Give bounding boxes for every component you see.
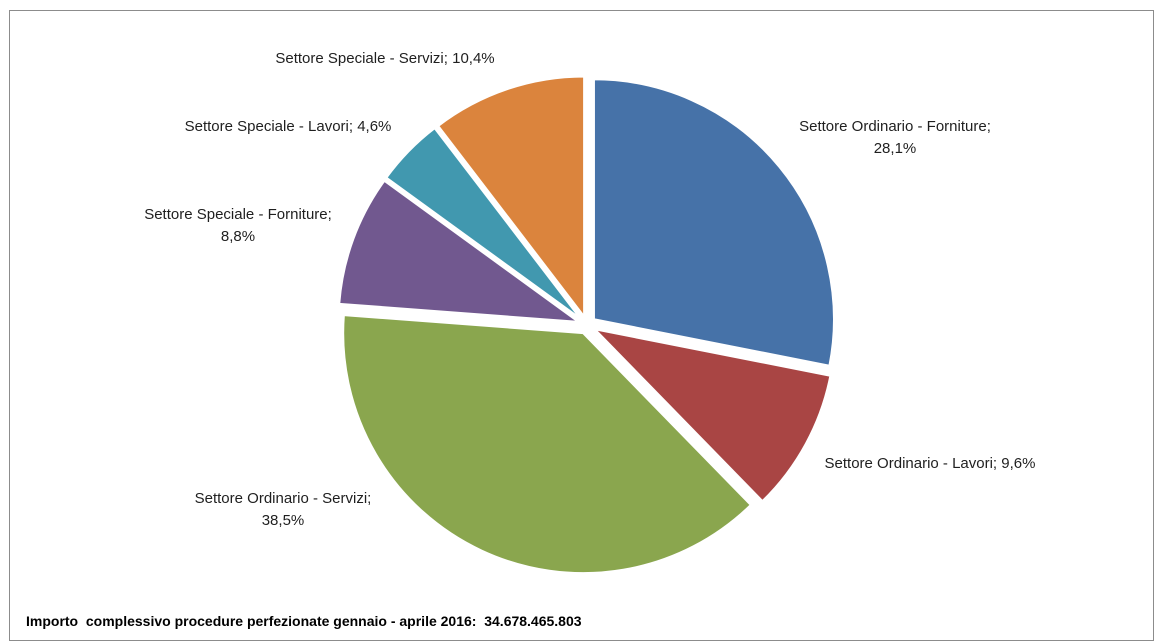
slice-label-5: Settore Speciale - Lavori; 4,6% <box>185 118 392 135</box>
total-amount-note: Importo complessivo procedure perfeziona… <box>26 613 582 629</box>
pie-slice-1 <box>592 78 835 367</box>
pie-slice-4 <box>338 179 582 324</box>
slice-label-2: Settore Ordinario - Lavori; 9,6% <box>825 455 1036 472</box>
pie-slice-3 <box>342 314 753 575</box>
pie-slice-5 <box>384 126 582 320</box>
pie-slice-2 <box>591 327 832 503</box>
slice-label-3: Settore Ordinario - Servizi; 38,5% <box>195 490 372 529</box>
slice-label-4: Settore Speciale - Forniture; 8,8% <box>144 206 332 245</box>
slice-label-1: Settore Ordinario - Forniture; 28,1% <box>799 118 991 157</box>
slice-label-6: Settore Speciale - Servizi; 10,4% <box>275 50 494 67</box>
pie-slice-6 <box>436 75 586 320</box>
